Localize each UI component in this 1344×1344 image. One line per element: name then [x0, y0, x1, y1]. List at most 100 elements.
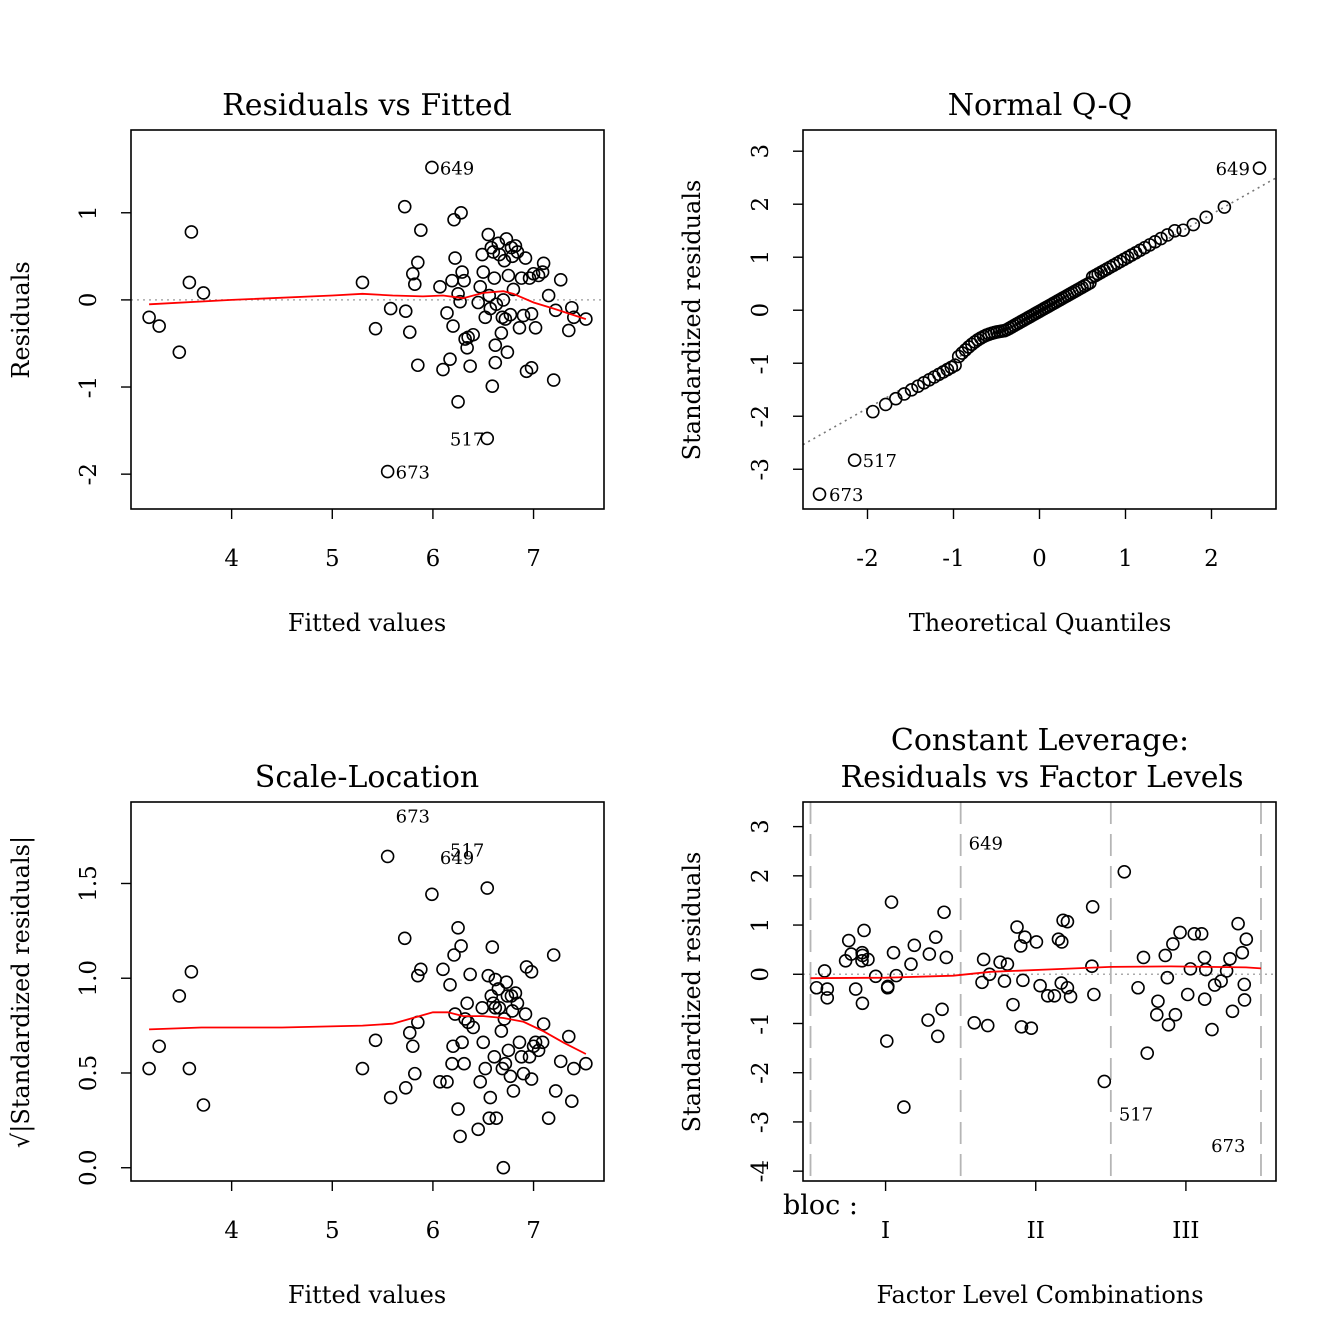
y-axis-label: Standardized residuals: [678, 180, 706, 461]
data-point: [196, 286, 211, 300]
data-point: [481, 968, 496, 983]
data-point: [921, 1013, 935, 1027]
data-point: [489, 297, 504, 312]
x-tick-label: 1: [1118, 546, 1133, 572]
data-point: [411, 255, 425, 270]
data-point: [402, 325, 417, 339]
data-point: [460, 996, 474, 1011]
x-tick-label: 0: [1032, 546, 1047, 572]
y-tick-label: -3: [748, 458, 774, 480]
data-point: [884, 895, 899, 909]
y-tick-label: 1: [76, 205, 102, 220]
data-point: [411, 968, 425, 983]
data-point: [487, 1050, 502, 1064]
data-point: [1197, 950, 1212, 965]
data-point: [184, 225, 199, 239]
data-point: [494, 326, 509, 340]
data-point: [866, 404, 880, 419]
data-point: [500, 345, 515, 359]
outlier-label: 517: [1119, 1105, 1153, 1126]
factor-level-label: I: [881, 1218, 890, 1244]
x-axis-label: Theoretical Quantiles: [909, 609, 1172, 637]
data-point: [1194, 927, 1209, 941]
data-point: [355, 1061, 370, 1076]
data-point: [812, 487, 827, 501]
data-point: [478, 1061, 493, 1076]
data-point: [1063, 989, 1078, 1004]
data-point: [546, 373, 561, 387]
data-point: [451, 286, 465, 301]
y-tick-label: -4: [748, 1160, 774, 1182]
data-point: [1014, 1020, 1029, 1034]
y-axis-label: Residuals: [7, 261, 35, 378]
data-point: [1167, 223, 1182, 238]
data-point: [1018, 930, 1032, 944]
outlier-label: 673: [396, 463, 430, 484]
data-point: [476, 265, 491, 279]
y-tick-label: -2: [748, 1062, 774, 1084]
data-point: [407, 277, 422, 292]
x-tick-label: 4: [224, 1218, 239, 1244]
y-axis-label: Standardized residuals: [678, 852, 706, 1133]
data-point: [907, 938, 922, 953]
data-point: [982, 967, 997, 982]
data-point: [844, 947, 859, 961]
data-point: [564, 1094, 579, 1108]
data-point: [514, 1050, 529, 1064]
data-point: [482, 1111, 497, 1125]
data-point: [948, 358, 962, 373]
data-point: [453, 294, 467, 309]
data-point: [848, 982, 863, 996]
data-point: [817, 964, 832, 978]
data-point: [182, 275, 197, 290]
data-point: [425, 887, 439, 902]
data-point: [1237, 977, 1252, 992]
data-point: [447, 212, 461, 227]
factor-level-label: II: [1027, 1218, 1045, 1244]
data-point: [489, 1111, 504, 1125]
x-tick-label: -2: [856, 546, 878, 572]
data-point: [510, 996, 525, 1011]
data-point: [514, 271, 529, 285]
y-tick-label: -2: [76, 463, 102, 485]
data-point: [1085, 900, 1100, 914]
data-point: [897, 387, 912, 401]
data-point: [561, 323, 576, 338]
data-point: [1225, 1004, 1240, 1019]
data-point: [457, 1056, 471, 1071]
data-point: [1060, 980, 1075, 995]
data-point: [1173, 925, 1187, 940]
data-point: [1231, 916, 1245, 931]
data-point: [524, 1072, 539, 1086]
y-tick-label: 1: [748, 250, 774, 265]
panel-normal-qq: Normal Q-Q Theoretical Quantiles Standar…: [678, 88, 1277, 637]
data-point: [567, 1061, 581, 1076]
data-point: [506, 282, 521, 297]
data-point: [397, 931, 412, 946]
panel-title: Residuals vs Fitted: [222, 88, 512, 123]
data-point: [579, 1056, 593, 1071]
data-point: [473, 1075, 488, 1089]
data-point: [368, 1033, 383, 1048]
data-point: [471, 295, 486, 310]
data-point: [440, 1075, 454, 1089]
data-point: [142, 1061, 156, 1076]
data-point: [1151, 994, 1165, 1009]
data-point: [383, 1090, 398, 1105]
y-tick-label: 0.0: [76, 1149, 102, 1186]
data-point: [841, 933, 856, 948]
data-point: [496, 293, 511, 307]
data-point: [881, 979, 895, 994]
y-tick-label: 3: [748, 144, 774, 159]
data-point: [485, 940, 500, 954]
data-point: [405, 266, 420, 281]
data-point: [904, 382, 919, 397]
plot-frame: [130, 129, 605, 510]
data-point: [491, 982, 506, 996]
x-tick-label: 5: [325, 546, 340, 572]
smooth-line: [149, 290, 587, 320]
data-point: [398, 304, 413, 319]
data-point: [455, 265, 469, 279]
data-point: [553, 273, 568, 287]
